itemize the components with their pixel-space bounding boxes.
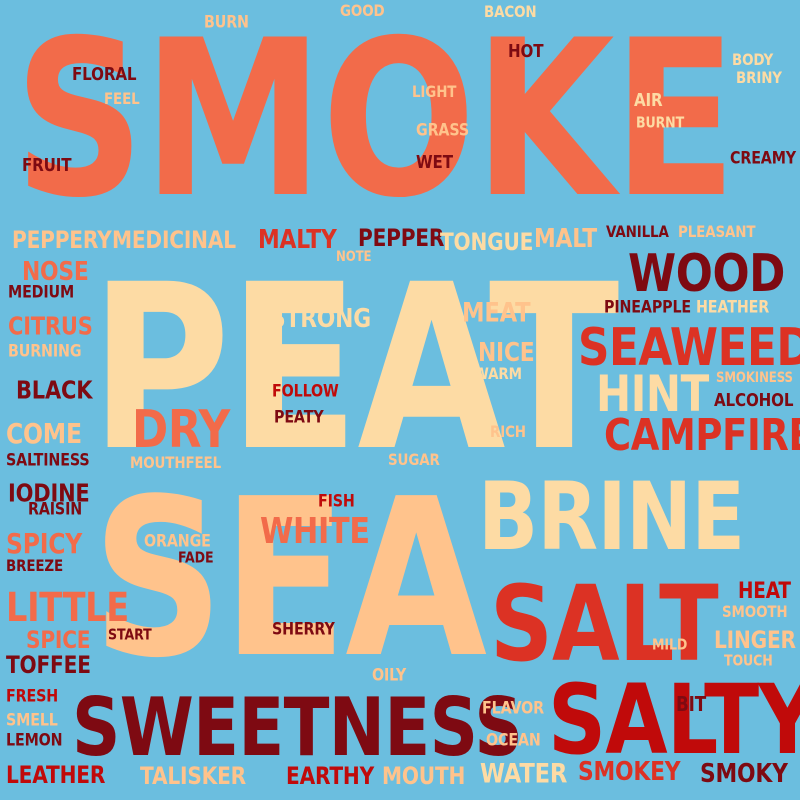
word-spice: SPICE xyxy=(26,626,91,654)
word-sea: SEA xyxy=(92,453,487,706)
word-burn: BURN xyxy=(204,12,249,33)
word-mouthfeel: MOUTHFEEL xyxy=(130,453,222,472)
word-spicy: SPICY xyxy=(6,527,83,560)
word-iodine: IODINE xyxy=(8,478,90,508)
word-leather: LEATHER xyxy=(6,761,106,789)
word-alcohol: ALCOHOL xyxy=(714,390,794,411)
word-salt: SALT xyxy=(490,563,719,685)
word-linger: LINGER xyxy=(714,626,796,654)
word-warm: WARM xyxy=(474,364,522,383)
word-burning: BURNING xyxy=(8,341,82,362)
word-campfire: CAMPFIRE xyxy=(604,410,800,461)
word-lemon: LEMON xyxy=(6,730,63,751)
word-water: WATER xyxy=(480,758,568,790)
word-burnt: BURNT xyxy=(636,113,685,132)
word-oily: OILY xyxy=(372,665,407,686)
word-raisin: RAISIN xyxy=(28,499,83,520)
word-smokiness: SMOKINESS xyxy=(716,370,793,386)
word-wet: WET xyxy=(416,152,453,173)
word-peppery: PEPPERY xyxy=(12,226,112,254)
word-saltiness: SALTINESS xyxy=(6,450,90,471)
word-follow: FOLLOW xyxy=(272,381,339,402)
word-medium: MEDIUM xyxy=(8,282,75,303)
word-orange: ORANGE xyxy=(144,531,211,552)
word-fade: FADE xyxy=(178,548,214,567)
word-touch: TOUCH xyxy=(724,651,773,670)
word-pleasant: PLEASANT xyxy=(678,222,756,241)
word-mouth: MOUTH xyxy=(382,762,466,790)
word-body: BODY xyxy=(732,50,774,69)
word-feel: FEEL xyxy=(104,89,140,108)
word-earthy: EARTHY xyxy=(286,762,375,790)
word-meat: MEAT xyxy=(462,297,531,329)
word-bacon: BACON xyxy=(484,2,537,21)
word-heather: HEATHER xyxy=(696,297,770,318)
word-sugar: SUGAR xyxy=(388,450,440,469)
word-vanilla: VANILLA xyxy=(606,222,669,241)
word-breeze: BREEZE xyxy=(6,556,64,575)
word-pineapple: PINEAPPLE xyxy=(604,297,692,318)
word-ocean: OCEAN xyxy=(486,730,541,751)
word-nose: NOSE xyxy=(22,257,89,287)
word-wood: WOOD xyxy=(628,244,785,304)
word-dry: DRY xyxy=(132,400,230,460)
word-briny: BRINY xyxy=(736,68,782,87)
word-grass: GRASS xyxy=(416,120,469,141)
word-air: AIR xyxy=(634,90,663,111)
word-smoky: SMOKY xyxy=(700,759,788,789)
word-sweetness: SWEETNESS xyxy=(72,681,523,774)
word-hint: HINT xyxy=(596,365,709,423)
word-nice: NICE xyxy=(478,338,535,368)
word-brine: BRINE xyxy=(478,463,745,572)
word-salty: SALTY xyxy=(548,664,800,776)
word-light: LIGHT xyxy=(412,82,457,101)
word-malt: MALT xyxy=(534,224,597,254)
word-floral: FLORAL xyxy=(72,64,137,85)
word-strong: STRONG xyxy=(270,304,371,334)
word-medicinal: MEDICINAL xyxy=(112,226,236,254)
word-smoke: SMOKE xyxy=(14,0,737,245)
word-note: NOTE xyxy=(336,249,372,265)
word-start: START xyxy=(108,625,152,644)
word-talisker: TALISKER xyxy=(140,762,246,790)
word-peaty: PEATY xyxy=(274,407,324,428)
word-peat: PEAT xyxy=(90,235,619,501)
word-little: LITTLE xyxy=(6,585,129,631)
word-smooth: SMOOTH xyxy=(722,602,788,621)
word-bit: BIT xyxy=(676,692,707,716)
word-fruit: FRUIT xyxy=(22,155,72,176)
word-creamy: CREAMY xyxy=(730,148,796,169)
word-citrus: CITRUS xyxy=(8,311,93,341)
word-sherry: SHERRY xyxy=(272,619,335,640)
word-flavor: FLAVOR xyxy=(482,698,545,719)
word-mild: MILD xyxy=(652,635,688,654)
word-rich: RICH xyxy=(490,422,526,441)
word-fish: FISH xyxy=(318,491,355,512)
word-toffee: TOFFEE xyxy=(6,651,91,679)
word-heat: HEAT xyxy=(738,579,791,604)
word-come: COME xyxy=(6,417,82,450)
word-good: GOOD xyxy=(340,1,385,20)
word-hot: HOT xyxy=(508,41,544,62)
word-fresh: FRESH xyxy=(6,686,59,707)
word-black: BLACK xyxy=(16,375,93,405)
word-malty: MALTY xyxy=(258,225,337,255)
word-tongue: TONGUE xyxy=(440,228,534,256)
word-smell: SMELL xyxy=(6,710,58,731)
word-pepper: PEPPER xyxy=(358,224,445,252)
word-white: WHITE xyxy=(260,511,370,552)
word-smokey: SMOKEY xyxy=(578,757,681,787)
word-seaweed: SEAWEED xyxy=(578,318,800,378)
